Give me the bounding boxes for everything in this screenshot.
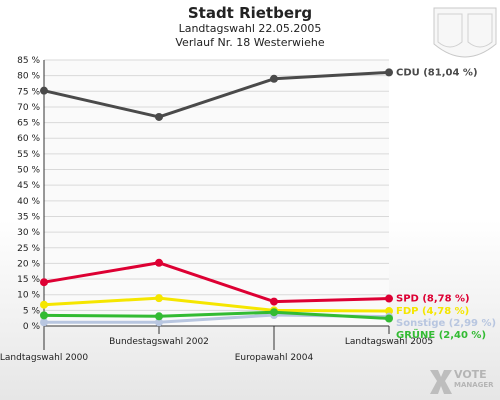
chart-title-block: Stadt Rietberg Landtagswahl 22.05.2005 V… [0,4,500,50]
brand-line1: VOTE [454,368,487,381]
y-tick-label: 10 % [17,291,40,301]
data-point [385,314,393,323]
series-line [43,70,390,119]
series-line [43,296,390,313]
y-tick-label: 30 % [17,228,40,238]
y-tick-label: 5 % [23,306,41,316]
data-point [155,258,163,267]
data-point [270,308,278,317]
y-tick-label: 20 % [17,259,40,269]
y-tick-label: 65 % [17,119,40,129]
chart-subtitle-2: Verlauf Nr. 18 Westerwiehe [175,36,325,49]
y-tick-label: 70 % [17,103,40,113]
series-end-label: FDP (4,78 %) [396,306,469,317]
vote-manager-logo: VOTE MANAGER [428,366,498,396]
data-point [40,311,48,320]
data-point [40,318,48,327]
y-tick-label: 15 % [17,275,40,285]
x-tick-label: Landtagswahl 2005 [345,337,433,347]
data-point [155,318,163,327]
y-tick-label: 80 % [17,72,40,82]
series-end-label: Sonstige (2,99 %) [396,318,496,329]
x-tick-label: Europawahl 2004 [235,353,314,363]
series-end-label: GRÜNE (2,40 %) [396,327,486,341]
y-tick-label: 45 % [17,181,40,191]
data-point [385,307,393,316]
brand-line2: MANAGER [454,381,494,389]
data-point [40,278,48,287]
y-tick-label: 25 % [17,244,40,254]
y-tick-label: 60 % [17,134,40,144]
y-tick-label: 85 % [17,56,40,66]
data-point [270,74,278,83]
data-point [155,312,163,321]
data-point [155,294,163,303]
data-point [40,300,48,309]
vote-x-icon [430,370,452,394]
y-tick-label: 40 % [17,197,40,207]
x-tick-label: Bundestagswahl 2002 [109,337,209,347]
data-point [40,86,48,95]
y-tick-label: 0 % [23,322,41,332]
y-tick-label: 35 % [17,212,40,222]
chart-title: Stadt Rietberg [187,4,313,22]
data-point [155,112,163,121]
series-end-label: SPD (8,78 %) [396,294,470,305]
plot-area [44,60,389,326]
data-point [270,297,278,306]
series-end-label: CDU (81,04 %) [396,67,478,78]
data-point [385,294,393,303]
y-tick-label: 55 % [17,150,40,160]
y-tick-label: 75 % [17,87,40,97]
chart-subtitle: Landtagswahl 22.05.2005 [178,22,322,35]
y-tick-label: 50 % [17,166,40,176]
data-point [385,68,393,77]
series-line [43,261,390,304]
x-tick-label: Landtagswahl 2000 [0,353,88,363]
series-line [43,310,390,320]
